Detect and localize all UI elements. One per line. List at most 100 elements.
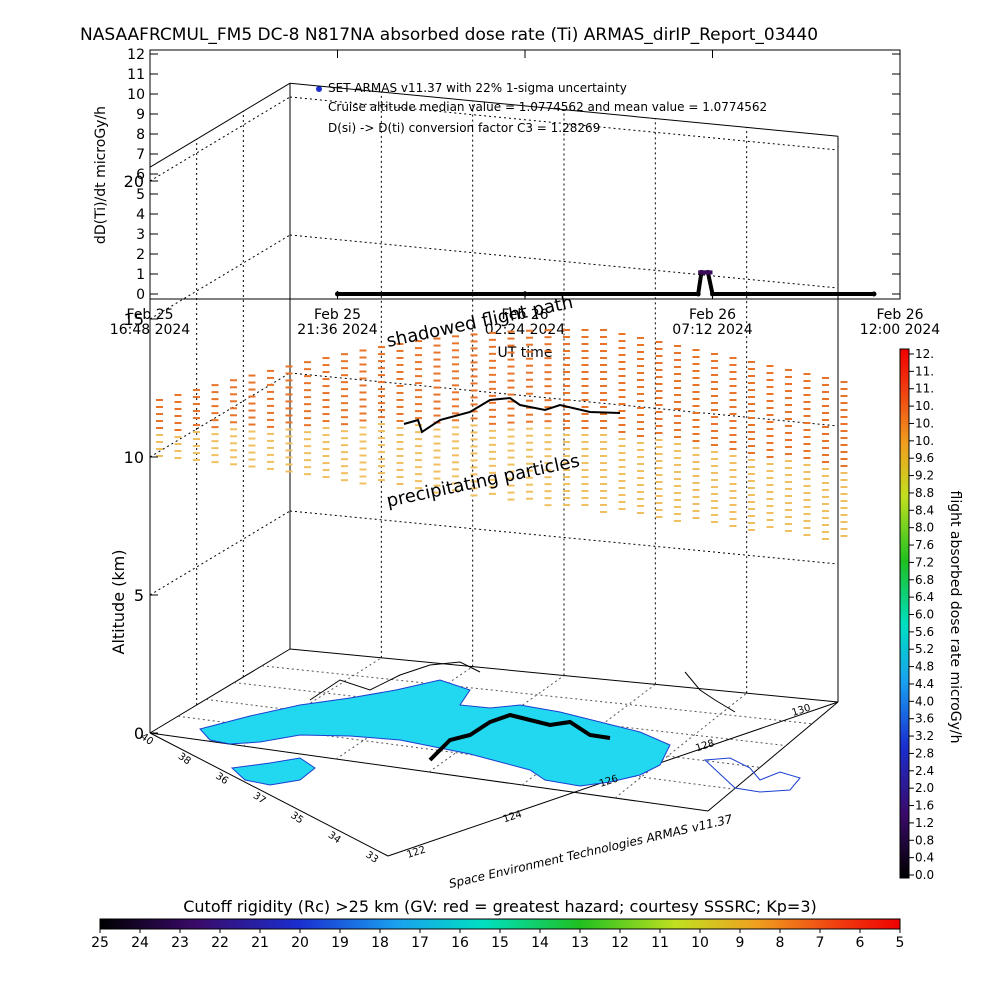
colorbar-tick-label: 8.4 bbox=[915, 503, 934, 517]
precipitating-particles-marks bbox=[156, 329, 848, 540]
cutoff-rigidity-label: Cutoff rigidity (Rc) >25 km (GV: red = g… bbox=[183, 897, 817, 916]
rigidity-tick-label: 13 bbox=[571, 935, 589, 951]
rigidity-tick-label: 11 bbox=[651, 935, 669, 951]
flight-track-altitude bbox=[403, 396, 621, 434]
floor-edge bbox=[707, 701, 839, 812]
peninsula-landmass bbox=[199, 679, 671, 787]
rigidity-tick-label: 17 bbox=[411, 935, 429, 951]
colorbar-tick-label: 2.8 bbox=[915, 746, 934, 760]
colorbar-tick-label: 4.4 bbox=[915, 677, 934, 691]
rigidity-tick-label: 25 bbox=[91, 935, 109, 951]
dose-rate-point bbox=[522, 291, 528, 297]
floor-grid-line bbox=[177, 715, 735, 790]
grid-line bbox=[289, 510, 839, 565]
rigidity-tick-label: 5 bbox=[896, 935, 905, 951]
y-tick-label: 3 bbox=[136, 227, 145, 243]
left-wall-top bbox=[149, 82, 291, 168]
colorbar-tick-label: 6.8 bbox=[915, 573, 934, 587]
rigidity-tick-label: 6 bbox=[856, 935, 865, 951]
altitude-tick-label: 0 bbox=[134, 724, 144, 743]
cutoff-rigidity-colorbar bbox=[99, 918, 901, 930]
floor-grid-line bbox=[261, 665, 813, 725]
rigidity-tick-label: 14 bbox=[531, 935, 549, 951]
y-tick-label: 7 bbox=[136, 147, 145, 163]
rigidity-tick-label: 22 bbox=[211, 935, 229, 951]
x-tick-label-time: 07:12 2024 bbox=[672, 322, 753, 338]
x-tick-label-date: Feb 25 bbox=[314, 307, 361, 323]
dose-rate-series bbox=[335, 269, 877, 297]
footer-credit: Space Environment Technologies ARMAS v11… bbox=[448, 812, 735, 891]
x-tick-label-time: 21:36 2024 bbox=[297, 322, 378, 338]
y-tick-label: 0 bbox=[136, 287, 145, 303]
altitude-axis-label: Altitude (km) bbox=[109, 550, 128, 655]
y-tick-label: 9 bbox=[136, 107, 145, 123]
floor-grid-line bbox=[205, 698, 761, 768]
dose-rate-x-axis-label: UT time bbox=[498, 345, 553, 361]
latitude-tick-label: 35 bbox=[288, 810, 305, 826]
colorbar-tick-label: 2.4 bbox=[915, 764, 934, 778]
rigidity-tick-label: 10 bbox=[691, 935, 709, 951]
y-tick-label: 11 bbox=[127, 67, 145, 83]
coastline-north bbox=[309, 661, 481, 701]
dose-rate-point bbox=[335, 291, 340, 297]
colorbar-tick-label: 12. bbox=[915, 347, 934, 361]
x-tick-label-time: 12:00 2024 bbox=[860, 322, 941, 338]
floor-grid-line bbox=[614, 692, 747, 799]
figure-title: NASAAFRCMUL_FM5 DC-8 N817NA absorbed dos… bbox=[80, 25, 818, 45]
y-tick-label: 2 bbox=[136, 247, 145, 263]
latitude-axis-line bbox=[149, 732, 389, 857]
colorbar-tick-label: 11. bbox=[915, 382, 934, 396]
rigidity-tick-label: 8 bbox=[776, 935, 785, 951]
colorbar-tick-label: 7.6 bbox=[915, 538, 934, 552]
latitude-tick-label: 33 bbox=[363, 849, 380, 865]
colorbar-tick-label: 10. bbox=[915, 434, 934, 448]
longitude-tick-label: 122 bbox=[406, 844, 428, 860]
longitude-tick-label: 128 bbox=[694, 738, 716, 754]
colorbar-tick-label: 5.2 bbox=[915, 642, 934, 656]
dose-rate-colorbar-ticks: 12. 11. 11. 10. 10. 10. 9.6 9.2 8.8 8.4 8.0 7.6 7.2 6… bbox=[909, 347, 934, 882]
legend-line-3: D(si) -> D(ti) conversion factor C3 = 1.… bbox=[328, 121, 600, 135]
rigidity-tick-label: 12 bbox=[611, 935, 629, 951]
colorbar-tick-label: 2.0 bbox=[915, 781, 934, 795]
colorbar-tick-label: 0.4 bbox=[915, 851, 934, 865]
rigidity-tick-label: 7 bbox=[816, 935, 825, 951]
dose-rate-point bbox=[710, 291, 715, 297]
y-tick-label: 1 bbox=[136, 267, 145, 283]
colorbar-tick-label: 1.6 bbox=[915, 799, 934, 813]
colorbar-tick-label: 8.8 bbox=[915, 486, 934, 500]
y-tick-label: 12 bbox=[127, 47, 145, 63]
rigidity-tick-label: 16 bbox=[451, 935, 469, 951]
coastline-east bbox=[684, 671, 736, 713]
longitude-tick-label: 130 bbox=[791, 702, 813, 718]
grid-line bbox=[149, 234, 291, 320]
altitude-tick-label: 5 bbox=[134, 586, 144, 605]
grid-line bbox=[149, 96, 291, 182]
rigidity-tick-label: 15 bbox=[491, 935, 509, 951]
grid-line bbox=[289, 234, 839, 289]
longitude-tick-label: 124 bbox=[502, 809, 524, 825]
altitude-3d-box bbox=[149, 82, 839, 857]
colorbar-tick-label: 11. bbox=[915, 364, 934, 378]
island-outline bbox=[703, 757, 801, 793]
y-tick-label: 5 bbox=[136, 187, 145, 203]
grid-line bbox=[149, 372, 291, 458]
colorbar-tick-label: 6.0 bbox=[915, 608, 934, 622]
dose-rate-point bbox=[695, 291, 701, 297]
rigidity-tick-label: 18 bbox=[371, 935, 389, 951]
rigidity-tick-label: 24 bbox=[131, 935, 149, 951]
altitude-tick-label: 10 bbox=[124, 448, 144, 467]
colorbar-tick-label: 10. bbox=[915, 416, 934, 430]
colorbar-tick-label: 3.6 bbox=[915, 712, 934, 726]
colorbar-tick-label: 4.8 bbox=[915, 660, 934, 674]
colorbar-tick-label: 0.0 bbox=[915, 868, 934, 882]
colorbar-tick-label: 1.2 bbox=[915, 816, 934, 830]
coastal-landmass bbox=[230, 757, 316, 786]
rigidity-tick-label: 23 bbox=[171, 935, 189, 951]
colorbar-tick-label: 0.8 bbox=[915, 833, 934, 847]
legend-line-2: Cruise altitude median value = 1.0774562… bbox=[328, 100, 767, 114]
dose-rate-colorbar-label: flight absorbed dose rate microGy/h bbox=[947, 491, 963, 744]
rigidity-tick-label: 21 bbox=[251, 935, 269, 951]
altitude-tick-label: 15 bbox=[124, 310, 144, 329]
